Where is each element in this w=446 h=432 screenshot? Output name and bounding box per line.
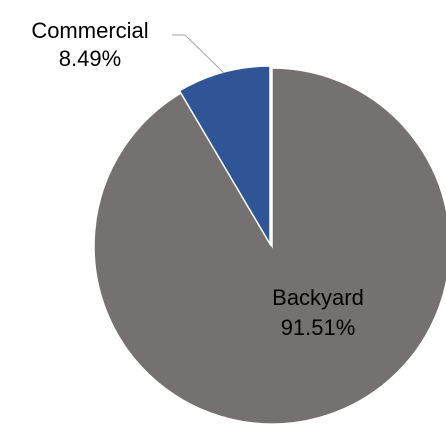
backyard-percent-label: 91.51%: [281, 315, 356, 340]
pie-slice-backyard: [93, 67, 446, 425]
backyard-category-label: Backyard: [272, 285, 364, 310]
commercial-category-label: Commercial: [31, 18, 148, 43]
pie-slices: [93, 65, 446, 425]
commercial-leader-line: [172, 34, 225, 74]
commercial-percent-label: 8.49%: [59, 46, 121, 71]
